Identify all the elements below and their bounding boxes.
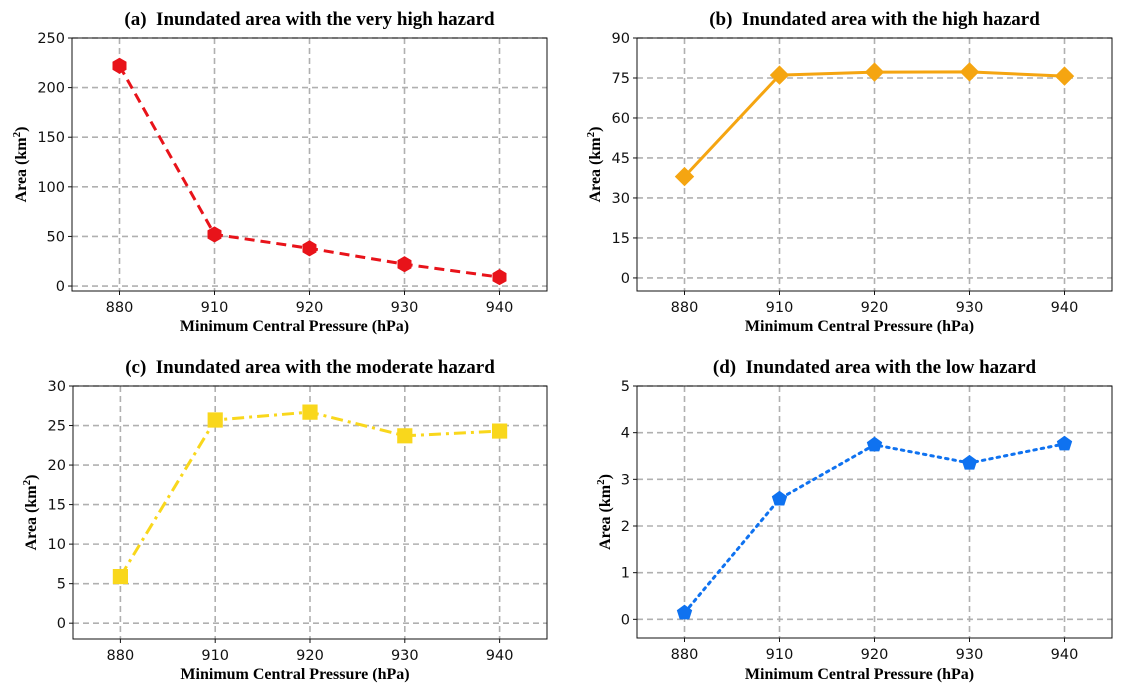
x-tick-label: 910 [766,647,794,663]
y-axis-label: Area (km2) [585,127,604,203]
x-tick-label: 920 [296,648,324,664]
x-tick-label: 920 [296,300,324,316]
panel-c: 0 5 10 15 20 25 30 880 910 920 930 940 (c) Inundated… [21,357,548,683]
data-point [492,423,508,439]
y-tick-label: 200 [37,81,65,97]
y-axis-label: Area (km2) [595,474,614,550]
data-point [959,62,980,82]
data-point [302,404,318,420]
panel-title: (b) Inundated area with the high hazard [709,9,1040,30]
y-tick-label: 5 [621,379,630,395]
y-tick-label: 3 [621,472,630,488]
y-tick-label: 4 [621,426,630,442]
y-tick-label: 50 [47,229,65,245]
y-tick-label: 0 [621,271,630,287]
y-tick-label: 150 [37,130,65,146]
y-tick-label: 45 [612,151,630,167]
data-point [302,240,317,257]
y-tick-label: 0 [56,279,65,295]
data-point [676,604,693,620]
y-tick-label: 20 [48,458,66,474]
y-tick-label: 30 [612,191,630,207]
y-tick-label: 75 [612,71,630,87]
x-tick-label: 940 [486,648,514,664]
data-point [397,256,412,273]
y-tick-label: 0 [57,616,66,632]
data-point [771,490,788,506]
y-tick-label: 25 [48,419,66,435]
y-tick-label: 30 [48,379,66,395]
y-tick-label: 60 [612,111,630,127]
x-tick-label: 910 [201,648,229,664]
data-point [769,65,790,85]
x-tick-label: 880 [106,300,134,316]
data-point [492,269,507,286]
panel-d: 0 1 2 3 4 5 880 910 920 930 940 (d) Inundated area … [595,357,1113,683]
panel-a: 0 50 100 150 200 250 880 910 920 930 940 (a) Inunda… [11,9,548,335]
y-tick-label: 15 [612,231,630,247]
data-point [674,166,695,187]
y-tick-label: 250 [37,31,65,47]
data-point [961,454,978,470]
x-tick-label: 880 [107,648,135,664]
panel-title: (a) Inundated area with the very high ha… [124,9,495,30]
x-axis-label: Minimum Central Pressure (hPa) [180,666,409,683]
data-point [207,226,222,243]
data-point [1054,66,1075,86]
x-tick-label: 930 [956,647,984,663]
x-tick-label: 920 [861,300,889,316]
x-tick-label: 920 [861,647,889,663]
y-axis-label: Area (km2) [21,475,40,551]
x-axis-label: Minimum Central Pressure (hPa) [745,318,974,335]
y-tick-label: 0 [621,612,630,628]
y-tick-label: 90 [612,31,630,47]
x-tick-label: 910 [201,300,229,316]
x-tick-label: 880 [671,300,699,316]
data-point [207,412,223,428]
y-tick-label: 15 [48,498,66,514]
y-tick-label: 100 [37,180,65,196]
data-point [866,436,883,452]
x-axis-label: Minimum Central Pressure (hPa) [745,666,974,683]
data-point [864,62,885,82]
panel-title: (c) Inundated area with the moderate haz… [125,357,495,378]
x-tick-label: 930 [391,648,419,664]
x-axis-label: Minimum Central Pressure (hPa) [180,318,409,335]
data-point [1056,435,1073,451]
x-tick-label: 940 [1051,300,1079,316]
x-tick-label: 940 [486,300,514,316]
x-tick-label: 940 [1051,647,1079,663]
x-tick-label: 930 [956,300,984,316]
panel-b: 0 15 30 45 60 75 90 880 910 920 930 940 (b) Inundate… [585,9,1113,335]
data-point [397,428,413,444]
data-point [112,569,128,585]
y-tick-label: 10 [48,537,66,553]
y-tick-label: 1 [621,566,630,582]
panel-title: (d) Inundated area with the low hazard [713,357,1037,378]
x-tick-label: 910 [766,300,794,316]
x-tick-label: 880 [671,647,699,663]
x-tick-label: 930 [391,300,419,316]
data-point [112,57,127,74]
y-tick-label: 2 [621,519,630,535]
y-axis-label: Area (km2) [11,127,30,203]
y-tick-label: 5 [57,577,66,593]
